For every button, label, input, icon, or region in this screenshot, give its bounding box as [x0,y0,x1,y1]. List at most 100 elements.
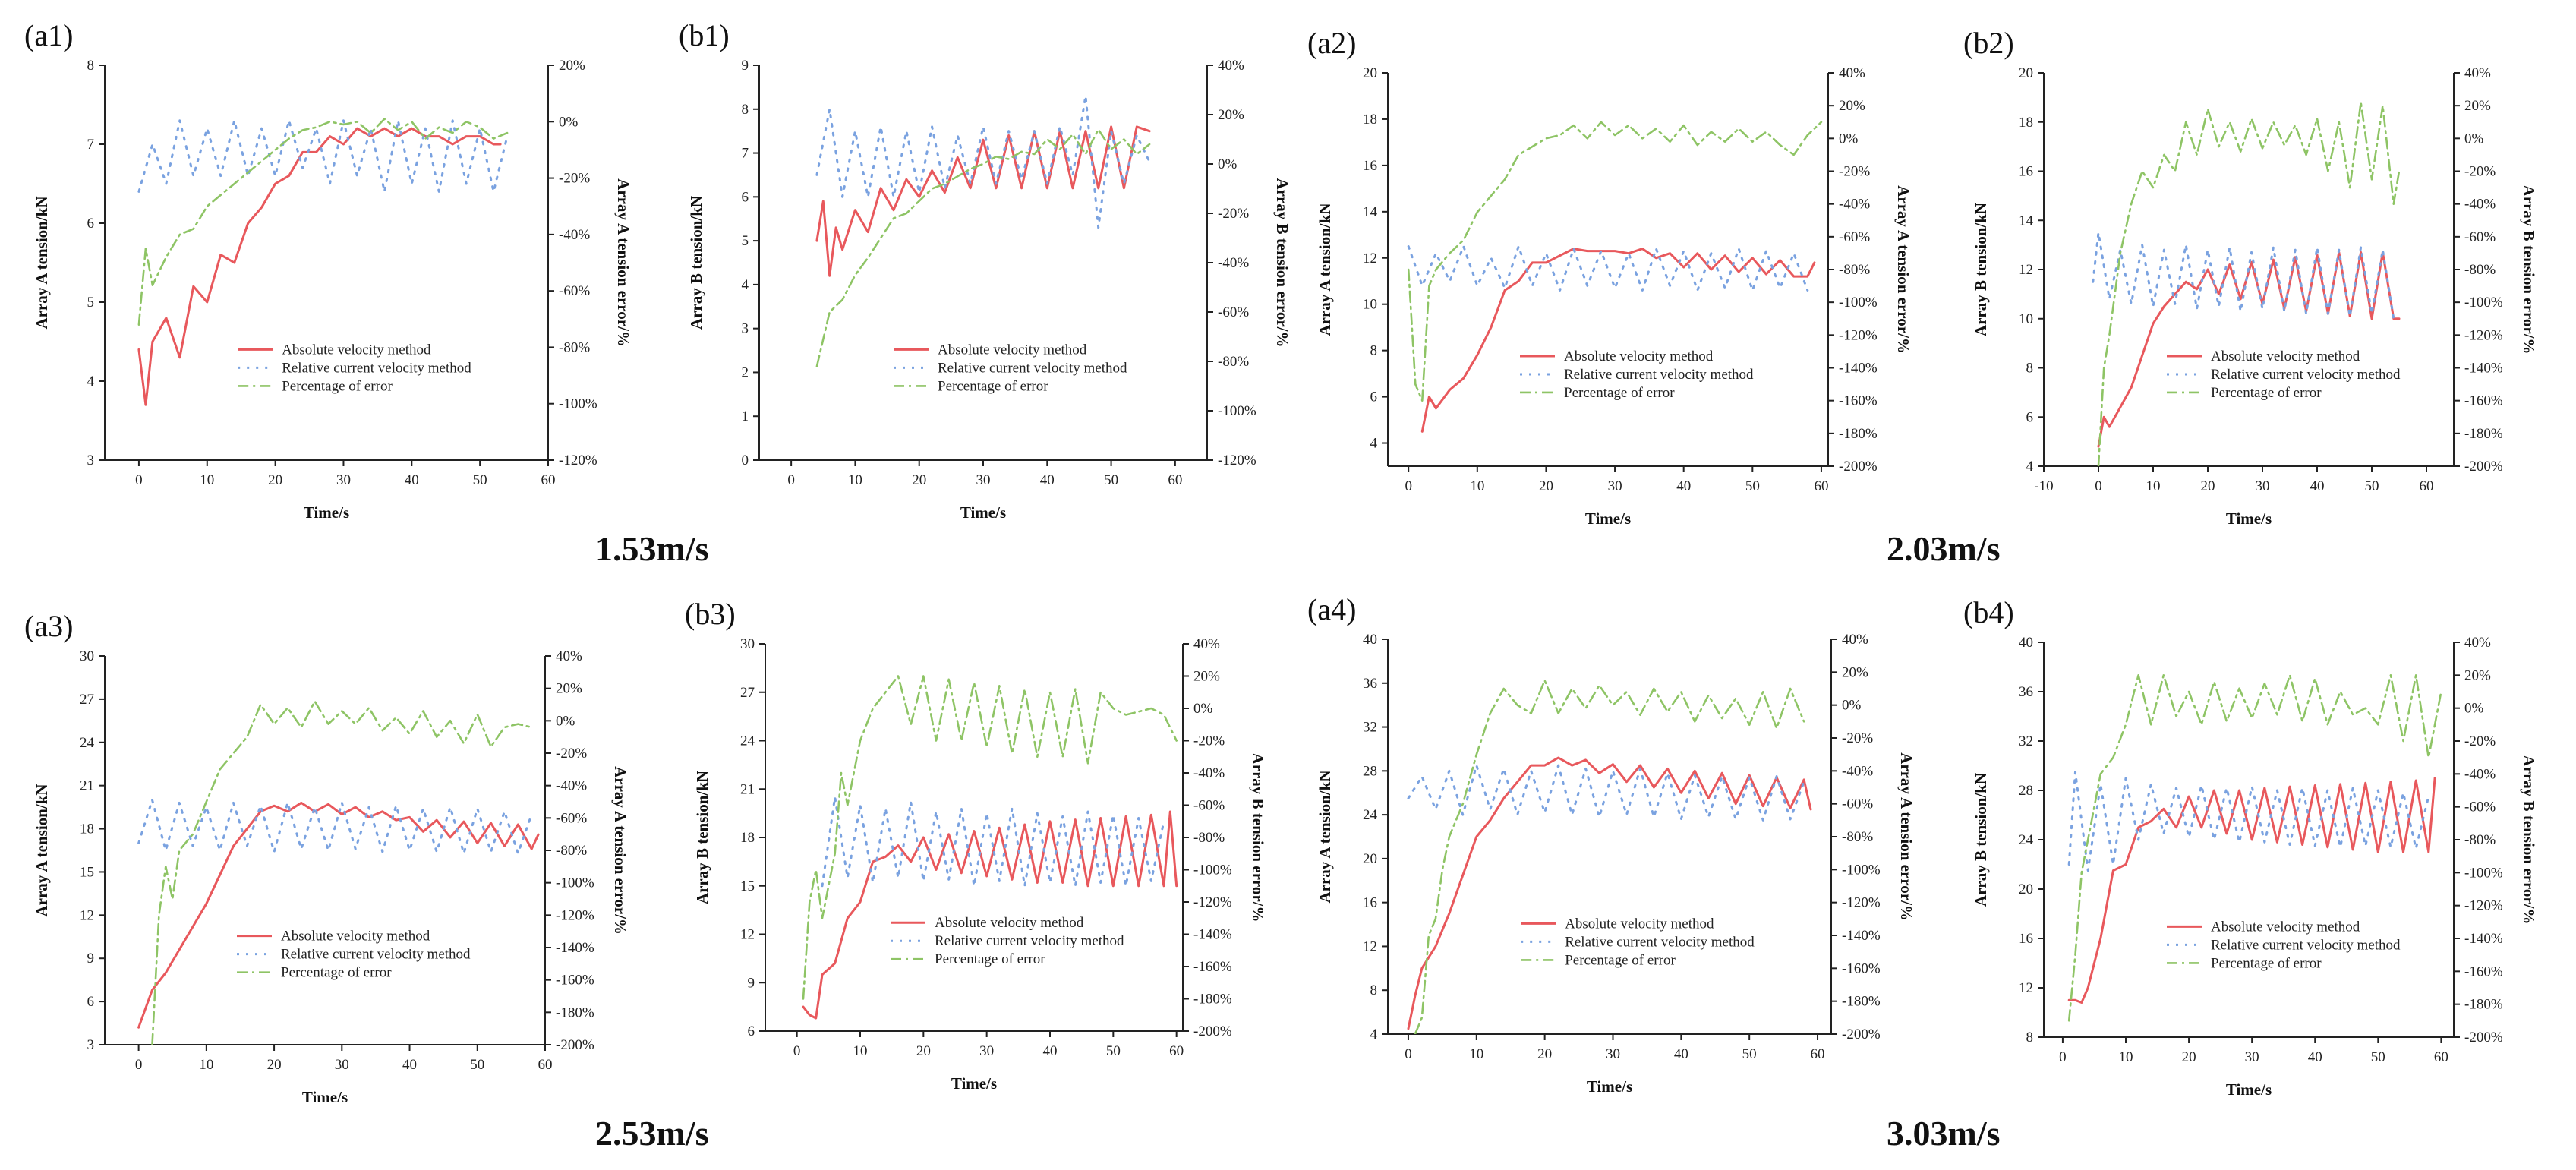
y2-tick-label: -160% [1839,393,1878,409]
x-tick-label: 40 [2308,1049,2322,1065]
y2-tick-label: 0% [1842,698,1862,714]
y-tick-label: 28 [1363,763,1377,779]
x-tick-label: 50 [1745,478,1760,494]
y-tick-label: 0 [742,453,749,468]
x-tick-label: 40 [1043,1043,1058,1059]
y2-tick-label: -60% [2464,229,2496,245]
x-tick-label: 40 [402,1057,417,1073]
series-line-2 [137,799,533,855]
series-line-3 [137,118,509,326]
y-axis-title: Array A tension/kN [1316,770,1334,903]
y2-axis-title: Array B tension error/% [2520,755,2538,925]
legend-entry: Absolute velocity method [938,342,1087,358]
y2-tick-label: -80% [2464,262,2496,278]
panel-label: (a3) [24,609,73,643]
y-tick-label: 12 [2019,980,2033,996]
y-tick-label: 24 [2019,832,2034,848]
x-tick-label: 30 [1606,1046,1620,1062]
series-line-1 [2067,777,2436,1004]
chart-panel-6: (b3) 0 10 20 30 40 50 60 6 9 12 15 18 21 24 27 30 -200% -1… [685,597,1267,1093]
x-tick-label: 10 [199,1057,213,1073]
y2-tick-label: -40% [556,778,587,794]
legend-entry: Percentage of error [282,378,393,394]
x-tick-label: 20 [268,472,282,488]
y-tick-label: 6 [748,1023,755,1039]
chart-panel-2: (b1) 0 10 20 30 40 50 60 0 1 2 3 4 5 6 7 8 9 -120% -100% -80… [679,18,1291,522]
y-tick-label: 30 [80,648,94,664]
legend-entry: Absolute velocity method [1564,348,1714,364]
y2-tick-label: -120% [2464,898,2503,914]
x-tick-label: 20 [912,472,926,488]
x-tick-label: 50 [1106,1043,1121,1059]
y2-tick-label: -180% [1842,994,1881,1010]
y2-tick-label: -40% [1839,197,1870,213]
y2-tick-label: -80% [1193,830,1225,846]
y2-tick-label: -80% [2464,832,2496,848]
y-tick-label: 4 [1370,436,1378,452]
y2-tick-label: -200% [556,1037,594,1053]
y-tick-label: 8 [742,102,749,118]
y-axis-title: Array B tension/kN [687,196,705,330]
x-axis-title: Time/s [2226,509,2272,528]
series-line-1 [137,801,540,1029]
x-tick-label: 50 [1104,472,1118,488]
y-tick-label: 12 [1363,251,1377,266]
x-tick-label: 10 [200,472,214,488]
y-tick-label: 28 [2019,783,2033,799]
x-tick-label: 10 [1469,1046,1483,1062]
y-tick-label: 32 [2019,733,2033,749]
x-tick-label: 0 [135,472,143,488]
y-tick-label: 12 [740,927,755,943]
y2-tick-label: -200% [1839,459,1878,475]
x-tick-label: 40 [405,472,419,488]
y-tick-label: 12 [2019,262,2033,278]
y2-tick-label: 20% [1218,107,1244,123]
y-tick-label: 3 [87,1037,95,1053]
y2-tick-label: -140% [2464,361,2503,377]
y2-tick-label: -20% [1839,164,1870,180]
y-tick-label: 15 [740,878,755,894]
y2-tick-label: -60% [556,810,587,826]
x-tick-label: 50 [470,1057,484,1073]
y2-tick-label: -120% [1193,894,1232,910]
y2-tick-label: -80% [559,339,590,355]
y2-tick-label: -20% [2464,164,2496,180]
legend-entry: Percentage of error [935,951,1045,967]
y2-tick-label: 20% [1839,98,1865,114]
y2-tick-label: -180% [2464,426,2503,442]
x-tick-label: 50 [473,472,487,488]
legend-entry: Percentage of error [938,378,1048,394]
panel-label: (a4) [1307,592,1356,626]
legend-entry: Absolute velocity method [2211,348,2360,364]
y2-tick-label: 40% [1842,632,1868,648]
y2-tick-label: -40% [559,227,590,243]
x-tick-label: 60 [2420,478,2434,494]
legend-entry: Relative current velocity method [935,933,1124,949]
y2-tick-label: -180% [2464,997,2503,1013]
legend-entry: Percentage of error [1565,952,1676,968]
x-axis-title: Time/s [2226,1080,2272,1099]
y2-tick-label: -60% [559,283,590,299]
y2-tick-label: -100% [1193,863,1232,878]
y-tick-label: 8 [1370,343,1378,359]
y2-tick-label: -80% [556,843,587,859]
y-tick-label: 10 [1363,297,1377,313]
x-tick-label: 30 [2256,478,2270,494]
y2-tick-label: 20% [2464,98,2491,114]
y2-tick-label: -60% [1839,229,1870,245]
y-tick-label: 9 [87,951,95,967]
y-tick-label: 16 [1363,895,1377,911]
x-axis-title: Time/s [1587,1077,1632,1096]
y2-tick-label: 40% [2464,65,2491,81]
x-tick-label: 10 [2146,478,2161,494]
y-axis-title: Array B tension/kN [693,771,711,904]
y2-tick-label: -100% [559,396,597,412]
y-axis-title: Array B tension/kN [1972,203,1990,336]
y-axis-title: Array A tension/kN [33,196,51,329]
panel-label: (a1) [24,18,73,52]
x-tick-label: 40 [1040,472,1055,488]
y-axis-title: Array A tension/kN [33,784,51,916]
y2-tick-label: -40% [1842,763,1873,779]
legend-entry: Absolute velocity method [281,929,430,945]
